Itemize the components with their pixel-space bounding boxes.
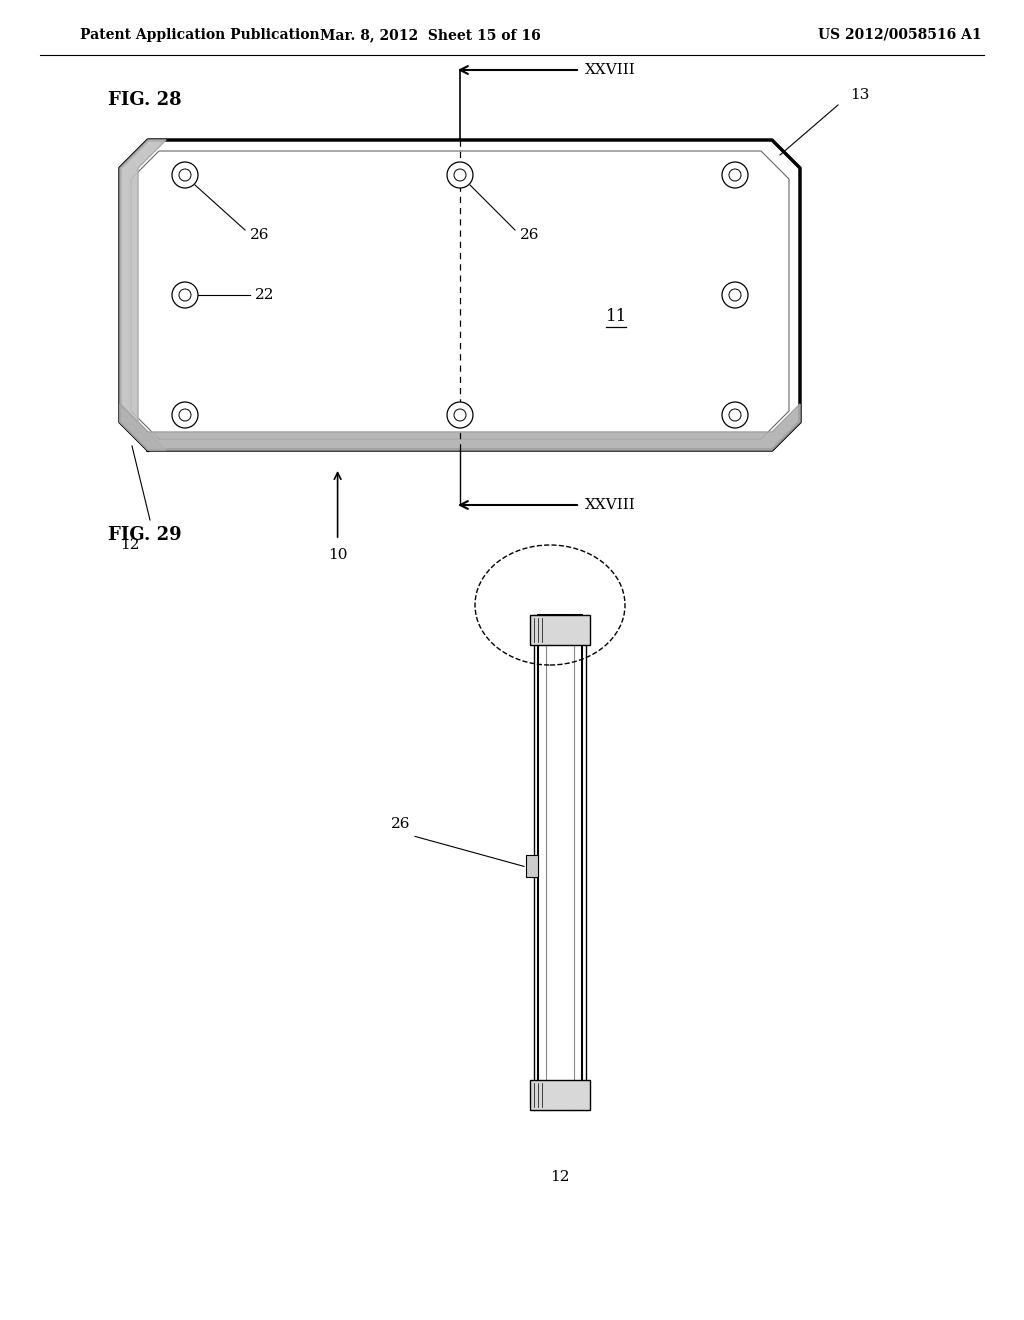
Text: XXVIII: XXVIII [585, 498, 636, 512]
Bar [538, 615, 582, 1110]
Text: FIG. 28: FIG. 28 [108, 91, 181, 110]
Circle shape [172, 162, 198, 187]
Text: 12: 12 [550, 1170, 569, 1184]
Bar [526, 855, 538, 878]
Text: FIG. 29: FIG. 29 [108, 525, 181, 544]
Text: 13: 13 [850, 88, 869, 102]
Circle shape [722, 403, 748, 428]
Polygon shape [120, 140, 800, 450]
Text: Patent Application Publication: Patent Application Publication [80, 28, 319, 42]
Circle shape [722, 282, 748, 308]
Circle shape [172, 282, 198, 308]
Text: Mar. 8, 2012  Sheet 15 of 16: Mar. 8, 2012 Sheet 15 of 16 [319, 28, 541, 42]
Text: 22: 22 [255, 288, 274, 302]
Text: XXVIII: XXVIII [585, 63, 636, 77]
Text: 26: 26 [390, 817, 410, 832]
Polygon shape [120, 404, 800, 450]
Bar [530, 1080, 590, 1110]
Text: 12: 12 [120, 539, 139, 552]
Circle shape [447, 403, 473, 428]
Circle shape [722, 162, 748, 187]
Text: 26: 26 [250, 228, 269, 242]
Circle shape [447, 162, 473, 187]
Bar [530, 615, 590, 645]
Text: 26: 26 [520, 228, 540, 242]
Text: US 2012/0058516 A1: US 2012/0058516 A1 [818, 28, 982, 42]
Polygon shape [120, 140, 166, 450]
Text: 11: 11 [606, 308, 627, 325]
Circle shape [172, 403, 198, 428]
Text: 10: 10 [328, 548, 347, 562]
